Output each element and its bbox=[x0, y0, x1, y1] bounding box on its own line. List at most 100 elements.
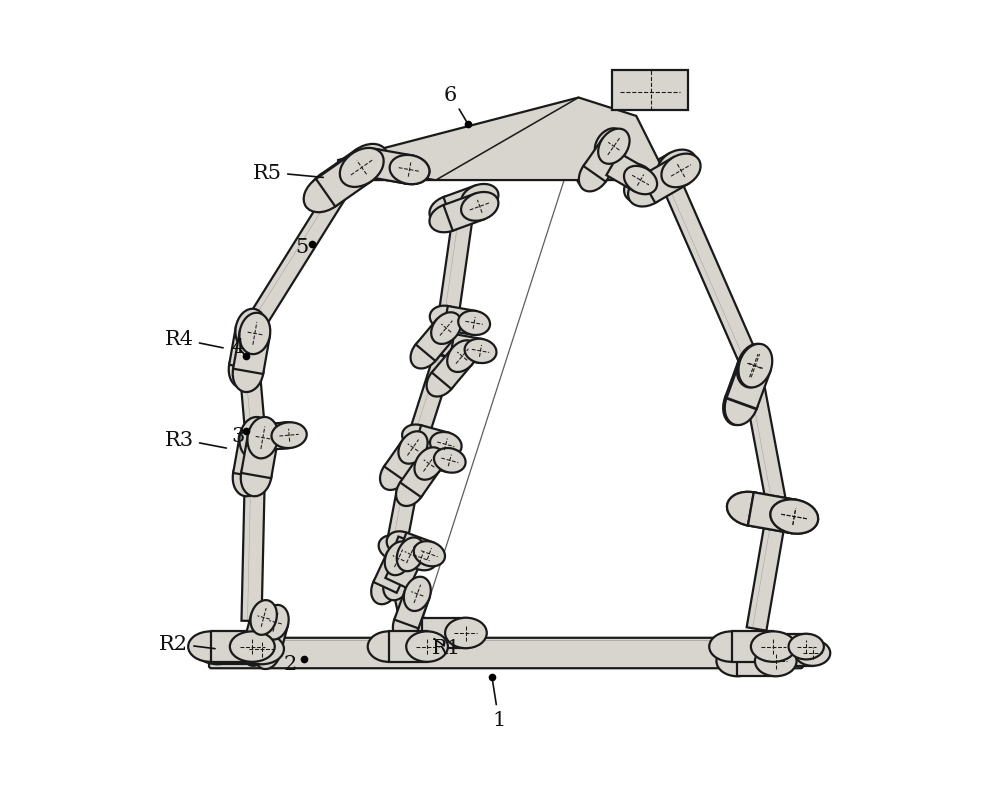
Ellipse shape bbox=[385, 542, 412, 576]
Polygon shape bbox=[781, 640, 813, 666]
Ellipse shape bbox=[429, 205, 467, 233]
Polygon shape bbox=[255, 423, 288, 451]
Ellipse shape bbox=[308, 170, 352, 209]
Ellipse shape bbox=[751, 632, 796, 662]
Polygon shape bbox=[450, 334, 483, 363]
Polygon shape bbox=[612, 71, 688, 111]
Ellipse shape bbox=[458, 311, 490, 335]
Ellipse shape bbox=[434, 448, 466, 473]
Ellipse shape bbox=[596, 151, 629, 179]
Ellipse shape bbox=[250, 601, 277, 635]
Polygon shape bbox=[416, 321, 456, 362]
Ellipse shape bbox=[770, 500, 818, 534]
Ellipse shape bbox=[397, 538, 424, 572]
Polygon shape bbox=[372, 150, 412, 184]
Polygon shape bbox=[725, 361, 769, 409]
Ellipse shape bbox=[188, 632, 233, 662]
Ellipse shape bbox=[404, 577, 431, 611]
Ellipse shape bbox=[235, 310, 266, 350]
Ellipse shape bbox=[229, 347, 260, 388]
Polygon shape bbox=[444, 306, 476, 335]
Polygon shape bbox=[402, 354, 453, 460]
Ellipse shape bbox=[723, 382, 757, 426]
Text: 1: 1 bbox=[492, 680, 505, 729]
Text: R5: R5 bbox=[253, 164, 323, 182]
Text: 4: 4 bbox=[231, 338, 245, 357]
Ellipse shape bbox=[622, 164, 655, 192]
Ellipse shape bbox=[340, 148, 384, 188]
Polygon shape bbox=[748, 492, 797, 533]
Ellipse shape bbox=[628, 174, 667, 207]
Ellipse shape bbox=[239, 634, 284, 664]
Ellipse shape bbox=[461, 192, 498, 221]
Polygon shape bbox=[604, 152, 645, 189]
Polygon shape bbox=[434, 208, 474, 350]
Polygon shape bbox=[732, 632, 773, 662]
Ellipse shape bbox=[430, 306, 462, 330]
Ellipse shape bbox=[595, 129, 624, 161]
Text: 6: 6 bbox=[444, 86, 467, 123]
Polygon shape bbox=[390, 537, 425, 569]
Polygon shape bbox=[239, 172, 356, 342]
Polygon shape bbox=[233, 435, 270, 479]
Ellipse shape bbox=[429, 196, 467, 225]
Polygon shape bbox=[636, 154, 685, 200]
Ellipse shape bbox=[594, 148, 627, 176]
Polygon shape bbox=[241, 445, 266, 622]
Ellipse shape bbox=[387, 532, 418, 557]
Ellipse shape bbox=[371, 571, 399, 605]
Ellipse shape bbox=[725, 382, 759, 426]
Ellipse shape bbox=[383, 567, 411, 601]
Polygon shape bbox=[238, 344, 265, 438]
Polygon shape bbox=[727, 361, 770, 409]
Polygon shape bbox=[229, 327, 266, 371]
Ellipse shape bbox=[461, 184, 498, 213]
Polygon shape bbox=[432, 349, 472, 390]
Ellipse shape bbox=[354, 149, 394, 179]
Ellipse shape bbox=[795, 640, 830, 666]
Polygon shape bbox=[659, 172, 762, 373]
Polygon shape bbox=[400, 456, 440, 497]
Polygon shape bbox=[389, 632, 427, 662]
Text: 5: 5 bbox=[296, 238, 312, 257]
Ellipse shape bbox=[195, 634, 240, 664]
Ellipse shape bbox=[390, 156, 429, 185]
Polygon shape bbox=[233, 331, 270, 375]
Ellipse shape bbox=[445, 618, 487, 648]
Ellipse shape bbox=[727, 492, 775, 526]
Text: R2: R2 bbox=[159, 634, 215, 653]
Ellipse shape bbox=[398, 431, 428, 464]
Polygon shape bbox=[316, 155, 371, 207]
Polygon shape bbox=[443, 194, 484, 232]
Ellipse shape bbox=[272, 423, 307, 448]
Polygon shape bbox=[243, 614, 276, 652]
Text: R3: R3 bbox=[165, 430, 226, 449]
Polygon shape bbox=[419, 442, 453, 472]
Ellipse shape bbox=[379, 536, 410, 561]
Polygon shape bbox=[415, 426, 449, 456]
Ellipse shape bbox=[755, 646, 797, 676]
Ellipse shape bbox=[344, 144, 388, 184]
Polygon shape bbox=[386, 555, 422, 631]
Polygon shape bbox=[384, 440, 424, 481]
Ellipse shape bbox=[737, 344, 771, 388]
Ellipse shape bbox=[657, 151, 697, 184]
Polygon shape bbox=[640, 158, 689, 204]
Polygon shape bbox=[737, 646, 776, 676]
Polygon shape bbox=[606, 154, 647, 192]
Polygon shape bbox=[256, 423, 290, 452]
Ellipse shape bbox=[239, 314, 270, 354]
Ellipse shape bbox=[757, 634, 792, 659]
Polygon shape bbox=[241, 435, 278, 479]
Ellipse shape bbox=[233, 456, 264, 496]
Text: 3: 3 bbox=[231, 426, 245, 445]
Polygon shape bbox=[372, 150, 412, 184]
Ellipse shape bbox=[709, 632, 754, 662]
Ellipse shape bbox=[239, 426, 274, 452]
Ellipse shape bbox=[763, 640, 798, 666]
Polygon shape bbox=[394, 589, 429, 629]
Polygon shape bbox=[211, 632, 252, 662]
Ellipse shape bbox=[242, 631, 269, 666]
Ellipse shape bbox=[254, 634, 281, 669]
FancyBboxPatch shape bbox=[209, 638, 803, 668]
